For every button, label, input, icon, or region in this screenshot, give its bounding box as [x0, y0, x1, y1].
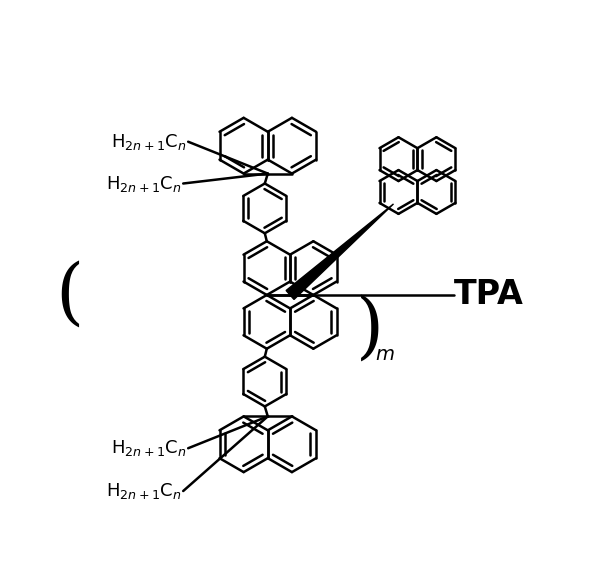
Text: m: m [375, 345, 394, 364]
Text: ): ) [356, 295, 384, 365]
Text: H$_{2n+1}$C$_n$: H$_{2n+1}$C$_n$ [111, 132, 186, 152]
Text: TPA: TPA [454, 278, 524, 311]
Polygon shape [286, 204, 393, 299]
Text: H$_{2n+1}$C$_n$: H$_{2n+1}$C$_n$ [105, 481, 181, 501]
Text: H$_{2n+1}$C$_n$: H$_{2n+1}$C$_n$ [111, 438, 186, 458]
Text: (: ( [55, 260, 83, 330]
Text: H$_{2n+1}$C$_n$: H$_{2n+1}$C$_n$ [105, 173, 181, 194]
